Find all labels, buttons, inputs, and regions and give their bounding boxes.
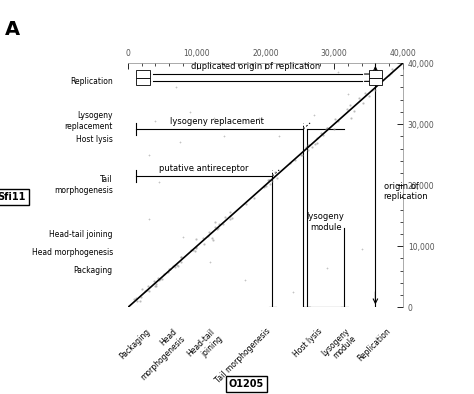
Bar — [116, 268, 124, 307]
Text: Head-tail
joining: Head-tail joining — [186, 327, 224, 365]
Text: Replication: Replication — [356, 327, 392, 363]
Text: Lysogeny
replacement: Lysogeny replacement — [64, 112, 113, 131]
Text: Replication: Replication — [70, 77, 113, 86]
Text: Head-tail joining: Head-tail joining — [49, 230, 113, 238]
Text: Host lysis: Host lysis — [292, 327, 324, 359]
Bar — [116, 106, 124, 118]
Text: Packaging: Packaging — [74, 266, 113, 275]
Bar — [210, 311, 231, 318]
Bar — [307, 311, 320, 318]
Text: Packaging: Packaging — [118, 327, 152, 361]
Text: lysogeny replacement: lysogeny replacement — [170, 117, 264, 126]
Text: Tail morphogenesis: Tail morphogenesis — [214, 327, 272, 385]
Text: duplicated origin of replication: duplicated origin of replication — [191, 62, 320, 71]
Bar — [116, 149, 124, 216]
Text: putative antireceptor: putative antireceptor — [159, 164, 248, 173]
Bar — [116, 143, 124, 149]
Text: O1205: O1205 — [229, 379, 264, 389]
Bar — [116, 231, 124, 246]
Bar — [116, 130, 124, 143]
Bar — [136, 71, 150, 78]
Text: Host lysis: Host lysis — [76, 135, 113, 144]
Text: lysogeny
module: lysogeny module — [307, 212, 345, 232]
Text: origin of
replication: origin of replication — [383, 182, 428, 201]
Text: Head
morphogenesis: Head morphogenesis — [131, 327, 186, 382]
Text: Head morphogenesis: Head morphogenesis — [32, 248, 113, 257]
Bar — [116, 63, 124, 87]
Bar — [375, 311, 403, 318]
Text: A: A — [5, 20, 20, 39]
Bar — [136, 78, 150, 85]
Bar — [116, 87, 124, 106]
Bar — [231, 311, 245, 318]
Bar — [368, 78, 382, 85]
Text: Sfi11: Sfi11 — [0, 192, 26, 202]
Text: Lysogeny
module: Lysogeny module — [319, 327, 358, 366]
Bar — [116, 246, 124, 268]
Bar — [245, 311, 307, 318]
Bar — [169, 311, 210, 318]
Bar — [116, 118, 124, 130]
Bar — [128, 311, 169, 318]
Bar — [320, 311, 341, 318]
Bar — [341, 311, 375, 318]
Bar — [116, 216, 124, 231]
Text: Tail
morphogenesis: Tail morphogenesis — [54, 175, 113, 195]
Bar — [368, 71, 382, 78]
